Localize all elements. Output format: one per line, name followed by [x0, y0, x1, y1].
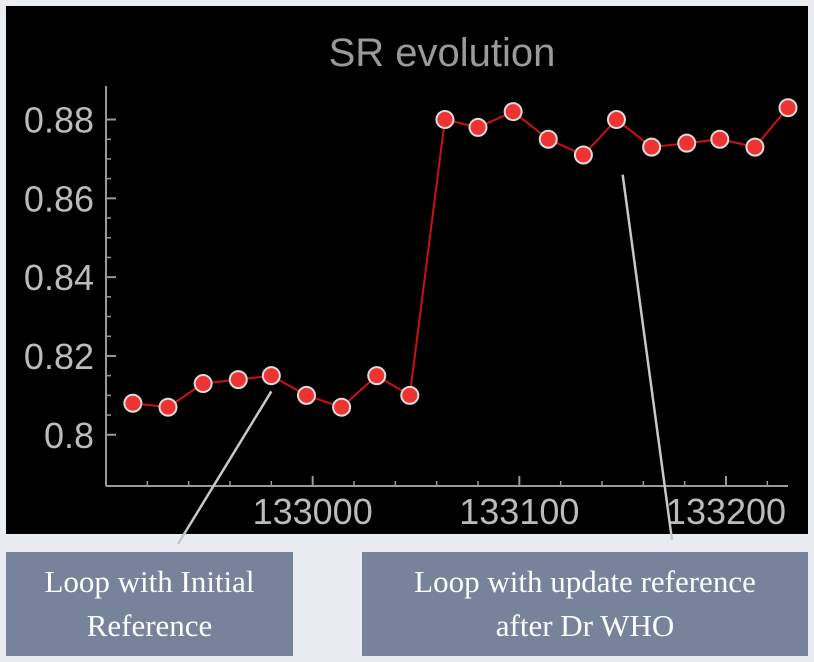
y-tick-label: 0.86	[24, 178, 94, 219]
x-tick-label: 133000	[253, 491, 373, 532]
data-point	[296, 385, 316, 405]
data-point	[745, 137, 765, 157]
data-point	[367, 366, 387, 386]
annotation-initial-line-2: Reference	[86, 608, 213, 643]
data-point	[573, 145, 593, 165]
annotation-update-line-1: Loop with update reference	[414, 564, 756, 599]
data-point	[400, 385, 420, 405]
data-point	[158, 397, 178, 417]
data-point	[677, 133, 697, 153]
x-tick-label: 133200	[666, 491, 786, 532]
series-lines	[132, 107, 789, 409]
annotation-update-reference: Loop with update reference after Dr WHO	[362, 552, 808, 656]
chart-title: SR evolution	[329, 31, 556, 75]
data-point	[261, 366, 281, 386]
data-point	[468, 117, 488, 137]
x-tick-label: 133100	[459, 491, 579, 532]
y-axis-ticks: 0.8 0.82 0.84 0.86 0.88	[24, 100, 116, 456]
data-point	[710, 129, 730, 149]
y-tick-label: 0.88	[24, 100, 94, 141]
series-line	[132, 107, 789, 409]
annotation-initial-line-1: Loop with Initial	[44, 564, 255, 599]
annotation-initial-reference: Loop with Initial Reference	[6, 552, 293, 656]
data-point	[435, 110, 455, 130]
chart-panel: SR evolution 0.8 0.82 0.84 0.86 0.88 133000 1…	[6, 6, 808, 534]
y-tick-label: 0.82	[24, 336, 94, 377]
data-point	[228, 370, 248, 390]
data-point	[123, 393, 143, 413]
data-point	[642, 137, 662, 157]
y-tick-label: 0.8	[44, 415, 94, 456]
data-point	[503, 102, 523, 122]
data-point	[332, 397, 352, 417]
data-point	[193, 374, 213, 394]
x-axis-ticks: 133000 133100 133200	[146, 476, 786, 532]
data-point	[538, 129, 558, 149]
annotation-update-line-2: after Dr WHO	[495, 608, 675, 643]
data-point	[778, 98, 798, 118]
series-points	[123, 98, 798, 417]
y-tick-label: 0.84	[24, 257, 94, 298]
sr-evolution-chart: SR evolution 0.80.820.840.860.88 133000 1…	[24, 31, 798, 532]
data-point	[606, 110, 626, 130]
